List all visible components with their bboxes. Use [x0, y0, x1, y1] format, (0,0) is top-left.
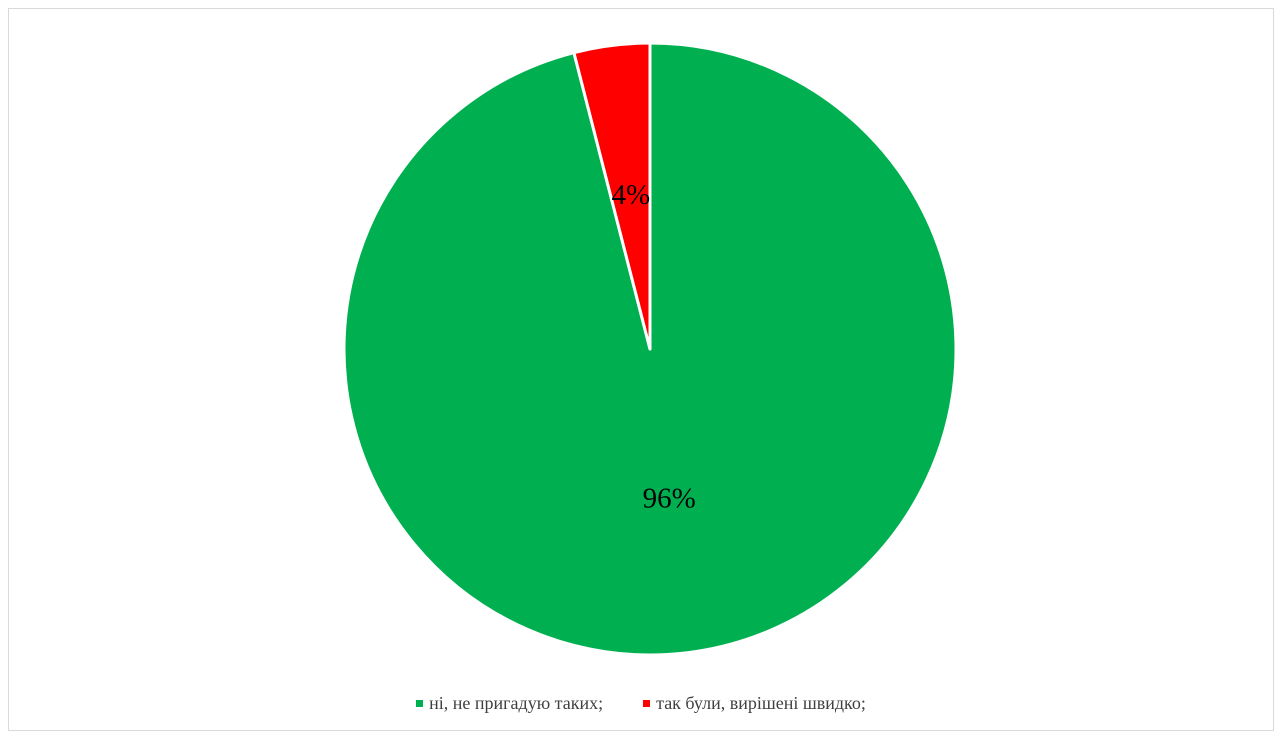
- pie-slices: [342, 41, 958, 657]
- legend-item-1: так були, вирішені швидко;: [643, 693, 866, 714]
- data-label-0: 96%: [643, 482, 696, 514]
- legend-swatch-0: [416, 700, 424, 707]
- chart-area: 96% 4% ні, не пригадую таких; так були, в…: [8, 8, 1274, 731]
- legend-label-0: ні, не пригадую таких;: [429, 693, 604, 713]
- legend-swatch-1: [643, 700, 651, 707]
- pie-data-labels: 96% 4%: [611, 179, 695, 515]
- pie-slice-1: [572, 41, 652, 351]
- legend: ні, не пригадую таких; так були, вирішен…: [9, 693, 1273, 714]
- legend-label-1: так були, вирішені швидко;: [656, 693, 866, 713]
- legend-item-0: ні, не пригадую таких;: [416, 693, 603, 714]
- data-label-1: 4%: [611, 179, 650, 211]
- pie-chart: 96% 4%: [342, 41, 958, 657]
